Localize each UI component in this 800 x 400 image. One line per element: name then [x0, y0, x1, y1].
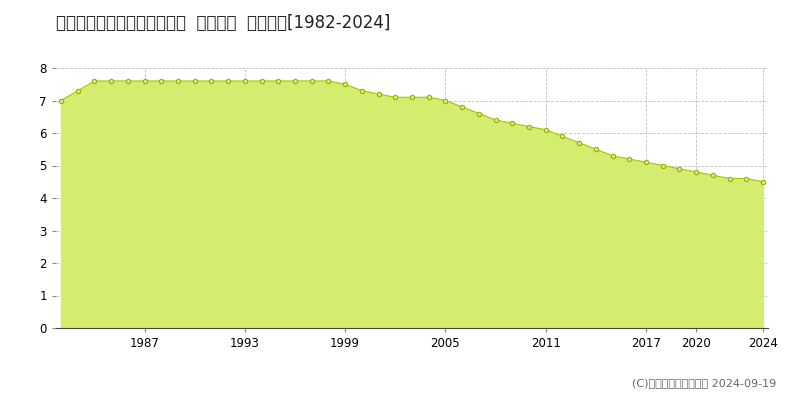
Text: (C)土地価格ドットコム 2024-09-19: (C)土地価格ドットコム 2024-09-19 — [632, 378, 776, 388]
Text: 岩手県遠野市下組町３２番７  公示地価  地価推移[1982-2024]: 岩手県遠野市下組町３２番７ 公示地価 地価推移[1982-2024] — [56, 14, 390, 32]
